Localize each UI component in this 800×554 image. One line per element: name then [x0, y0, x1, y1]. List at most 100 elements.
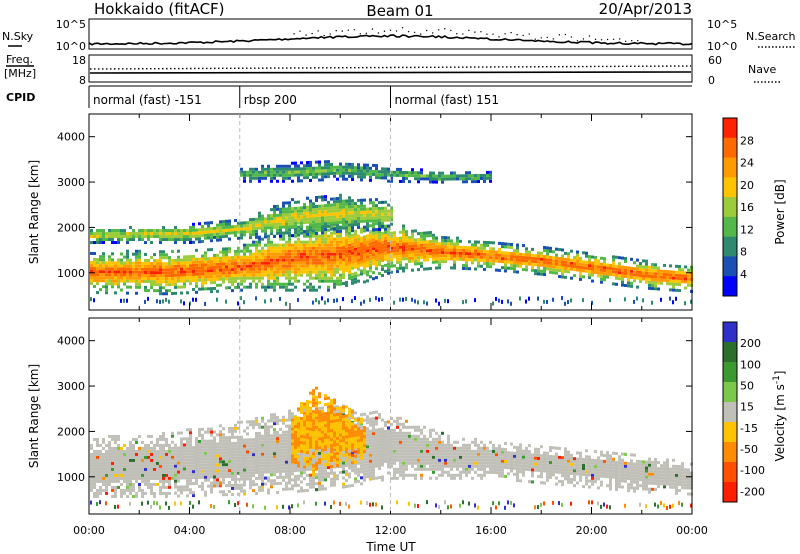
- data-cell: [591, 267, 594, 271]
- data-cell: [255, 276, 258, 280]
- data-cell: [468, 267, 471, 271]
- data-cell: [339, 211, 342, 215]
- data-cell: [240, 474, 243, 478]
- data-cell: [324, 243, 327, 247]
- data-cell: [273, 252, 276, 256]
- data-cell: [162, 467, 165, 471]
- data-cell: [639, 268, 642, 272]
- data-cell: [156, 437, 159, 441]
- data-cell: [270, 243, 273, 247]
- data-cell: [336, 261, 339, 265]
- data-cell: [195, 476, 198, 480]
- data-cell: [288, 201, 291, 205]
- data-cell: [471, 177, 474, 181]
- data-cell: [150, 268, 153, 272]
- data-cell: [261, 261, 264, 265]
- data-cell: [303, 203, 306, 207]
- data-cell: [273, 279, 276, 283]
- data-cell: [177, 449, 180, 453]
- data-cell: [204, 263, 207, 267]
- data-cell: [129, 473, 132, 477]
- data-cell: [336, 267, 339, 271]
- data-cell: [573, 259, 576, 263]
- data-cell: [627, 275, 630, 279]
- data-cell: [318, 258, 321, 262]
- data-cell: [306, 246, 309, 250]
- data-cell: [150, 482, 153, 486]
- data-cell: [201, 442, 204, 446]
- data-cell: [297, 483, 300, 487]
- data-cell: [372, 235, 375, 239]
- data-cell: [495, 253, 498, 257]
- data-cell: [594, 267, 597, 271]
- data-cell: [504, 269, 507, 273]
- data-cell: [237, 492, 240, 496]
- data-cell: [369, 216, 372, 220]
- data-cell: [279, 442, 282, 446]
- data-cell: [240, 447, 243, 451]
- data-cell: [324, 252, 327, 256]
- data-cell: [225, 225, 228, 229]
- data-cell: [189, 470, 192, 474]
- data-cell: [231, 225, 234, 229]
- data-cell: [375, 258, 378, 262]
- data-cell: [141, 494, 144, 498]
- data-cell: [600, 274, 603, 278]
- data-cell: [525, 250, 528, 254]
- data-cell: [315, 172, 318, 176]
- data-cell: [237, 221, 240, 225]
- data-cell: [423, 258, 426, 262]
- data-cell: [105, 449, 108, 453]
- data-cell: [273, 282, 276, 286]
- data-cell: [165, 501, 167, 506]
- data-cell: [150, 476, 153, 480]
- data-cell: [330, 197, 333, 201]
- data-cell: [519, 252, 522, 256]
- data-cell: [483, 243, 486, 247]
- data-cell: [309, 400, 312, 404]
- data-cell: [201, 475, 204, 479]
- data-cell: [126, 461, 129, 465]
- data-cell: [255, 267, 258, 271]
- data-cell: [255, 431, 258, 435]
- colorbar-segment: [723, 137, 737, 159]
- data-cell: [600, 268, 603, 272]
- data-cell: [132, 273, 135, 277]
- data-cell: [426, 301, 428, 306]
- data-cell: [90, 263, 93, 267]
- data-cell: [315, 273, 318, 277]
- data-cell: [402, 236, 405, 240]
- data-cell: [492, 256, 495, 260]
- data-cell: [387, 229, 390, 233]
- data-cell: [213, 259, 216, 263]
- data-cell: [675, 279, 678, 283]
- data-cell: [249, 224, 252, 228]
- data-cell: [261, 255, 264, 259]
- data-cell: [501, 257, 504, 261]
- data-cell: [252, 438, 255, 442]
- data-cell: [312, 175, 315, 179]
- data-cell: [312, 166, 315, 170]
- data-cell: [147, 467, 150, 471]
- data-cell: [306, 427, 309, 431]
- data-cell: [378, 236, 381, 240]
- data-cell: [321, 172, 324, 176]
- data-cell: [159, 232, 162, 236]
- data-cell: [312, 410, 315, 414]
- data-cell: [189, 431, 192, 435]
- data-cell: [165, 271, 168, 275]
- data-cell: [330, 221, 333, 225]
- data-cell: [507, 257, 510, 261]
- data-cell: [144, 285, 147, 289]
- data-cell: [246, 267, 249, 271]
- data-cell: [333, 221, 336, 225]
- data-cell: [111, 267, 114, 271]
- data-cell: [291, 243, 294, 247]
- data-cell: [111, 279, 114, 283]
- data-cell: [240, 173, 243, 177]
- data-cell: [165, 277, 168, 281]
- noise-search-point: [335, 29, 337, 32]
- data-cell: [285, 255, 288, 259]
- data-cell: [117, 267, 120, 271]
- data-cell: [303, 209, 306, 213]
